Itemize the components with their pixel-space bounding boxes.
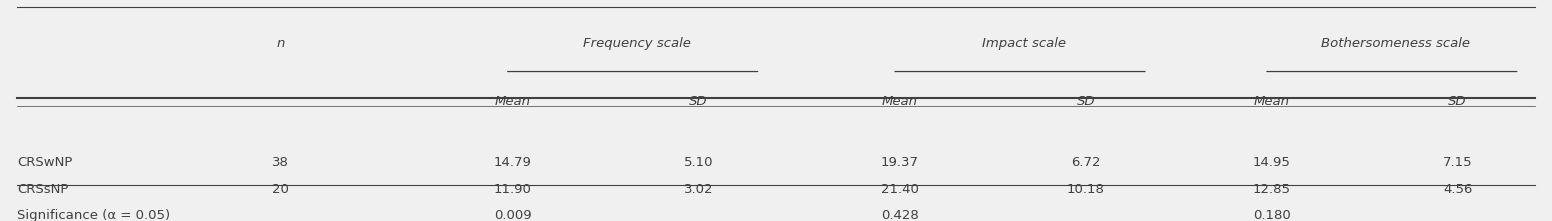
Text: Impact scale: Impact scale: [982, 37, 1066, 50]
Text: 10.18: 10.18: [1066, 183, 1105, 196]
Text: SD: SD: [1077, 95, 1096, 108]
Text: 11.90: 11.90: [494, 183, 532, 196]
Text: SD: SD: [1448, 95, 1467, 108]
Text: 0.180: 0.180: [1252, 209, 1291, 221]
Text: 3.02: 3.02: [684, 183, 714, 196]
Text: Mean: Mean: [1254, 95, 1290, 108]
Text: Frequency scale: Frequency scale: [582, 37, 691, 50]
Text: 5.10: 5.10: [684, 156, 714, 169]
Text: n: n: [276, 37, 284, 50]
Text: Significance (α = 0.05): Significance (α = 0.05): [17, 209, 171, 221]
Text: 0.428: 0.428: [882, 209, 919, 221]
Text: 21.40: 21.40: [882, 183, 919, 196]
Text: Mean: Mean: [882, 95, 917, 108]
Text: CRSwNP: CRSwNP: [17, 156, 73, 169]
Text: 19.37: 19.37: [882, 156, 919, 169]
Text: 0.009: 0.009: [494, 209, 531, 221]
Text: Bothersomeness scale: Bothersomeness scale: [1321, 37, 1470, 50]
Text: 12.85: 12.85: [1252, 183, 1291, 196]
Text: 6.72: 6.72: [1071, 156, 1100, 169]
Text: 38: 38: [272, 156, 289, 169]
Text: SD: SD: [689, 95, 708, 108]
Text: 14.95: 14.95: [1252, 156, 1291, 169]
Text: CRSsNP: CRSsNP: [17, 183, 68, 196]
Text: Mean: Mean: [495, 95, 531, 108]
Text: 20: 20: [272, 183, 289, 196]
Text: 4.56: 4.56: [1443, 183, 1473, 196]
Text: 14.79: 14.79: [494, 156, 532, 169]
Text: 7.15: 7.15: [1443, 156, 1473, 169]
